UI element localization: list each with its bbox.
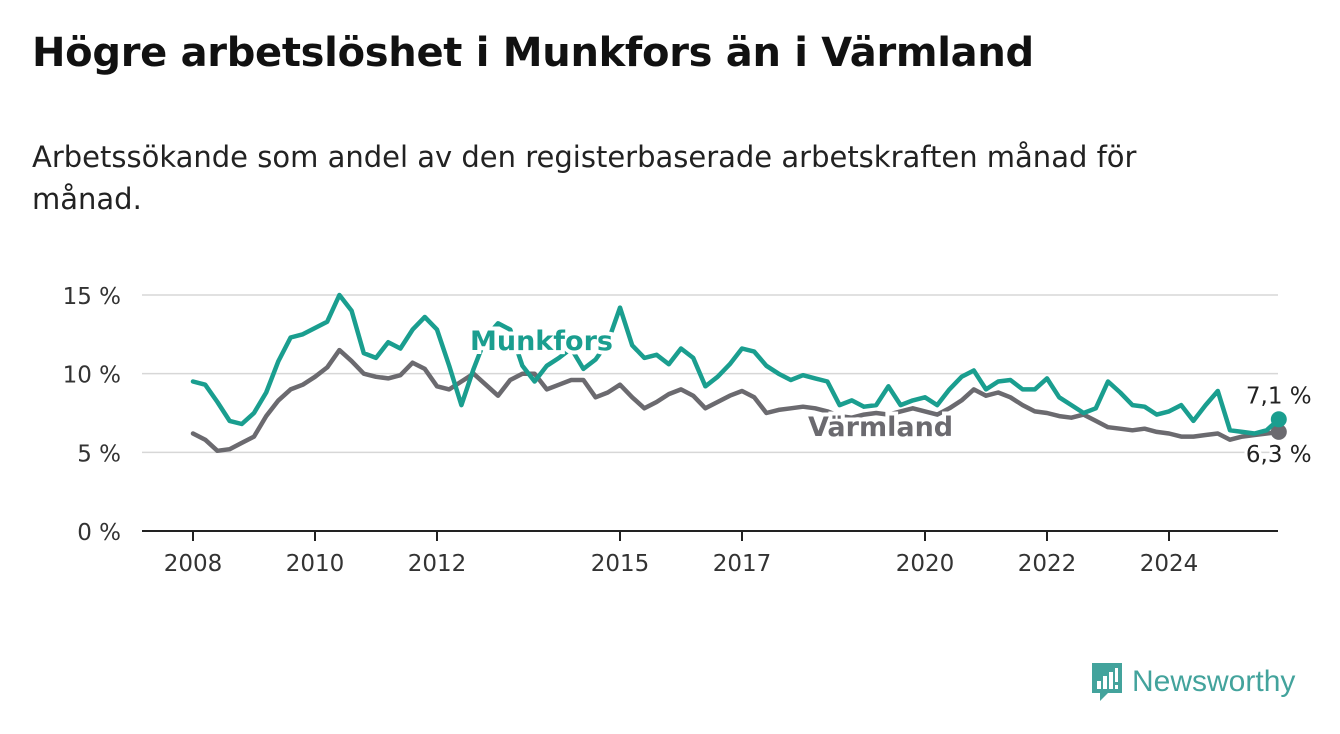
bar-chart-flag-icon	[1092, 663, 1122, 701]
x-tick-label: 2020	[896, 551, 955, 577]
chart-subtitle: Arbetssökande som andel av den registerb…	[32, 140, 1137, 216]
chart-title: Högre arbetslöshet i Munkfors än i Värml…	[32, 30, 1034, 76]
series-name-label: Munkfors	[470, 326, 613, 357]
y-axis-tick-labels: 0 % 5 % 10 % 15 %	[63, 284, 121, 546]
series-end-value-label: 6,3 %	[1246, 442, 1312, 468]
y-tick-label: 15 %	[63, 284, 121, 310]
x-tick-label: 2012	[408, 551, 467, 577]
x-tick-label: 2015	[591, 551, 650, 577]
series-name-label: Värmland	[808, 412, 953, 443]
grid-lines	[142, 294, 1278, 532]
y-tick-label: 5 %	[77, 441, 121, 467]
newsworthy-logo: Newsworthy	[1090, 661, 1295, 703]
x-tick-label: 2010	[286, 551, 345, 577]
series-end-point	[1270, 423, 1287, 440]
y-tick-label: 10 %	[63, 363, 121, 389]
x-axis-tick-labels: 2008 2010 2012 2015 2017 2020 2022 2024	[164, 531, 1199, 577]
series-end-value-label: 7,1 %	[1246, 383, 1312, 409]
x-tick-label: 2008	[164, 551, 223, 577]
series-line-munkfors	[190, 292, 1282, 436]
x-tick-label: 2017	[713, 551, 772, 577]
series-line-värmland	[190, 347, 1282, 454]
series-end-point	[1270, 411, 1287, 428]
y-tick-label: 0 %	[77, 520, 121, 546]
series-lines	[190, 292, 1287, 454]
x-tick-label: 2024	[1140, 551, 1199, 577]
x-tick-label: 2022	[1018, 551, 1077, 577]
series-labels: Munkfors Värmland 7,1 % 6,3 %	[466, 322, 1315, 471]
brand-name: Newsworthy	[1132, 665, 1296, 698]
